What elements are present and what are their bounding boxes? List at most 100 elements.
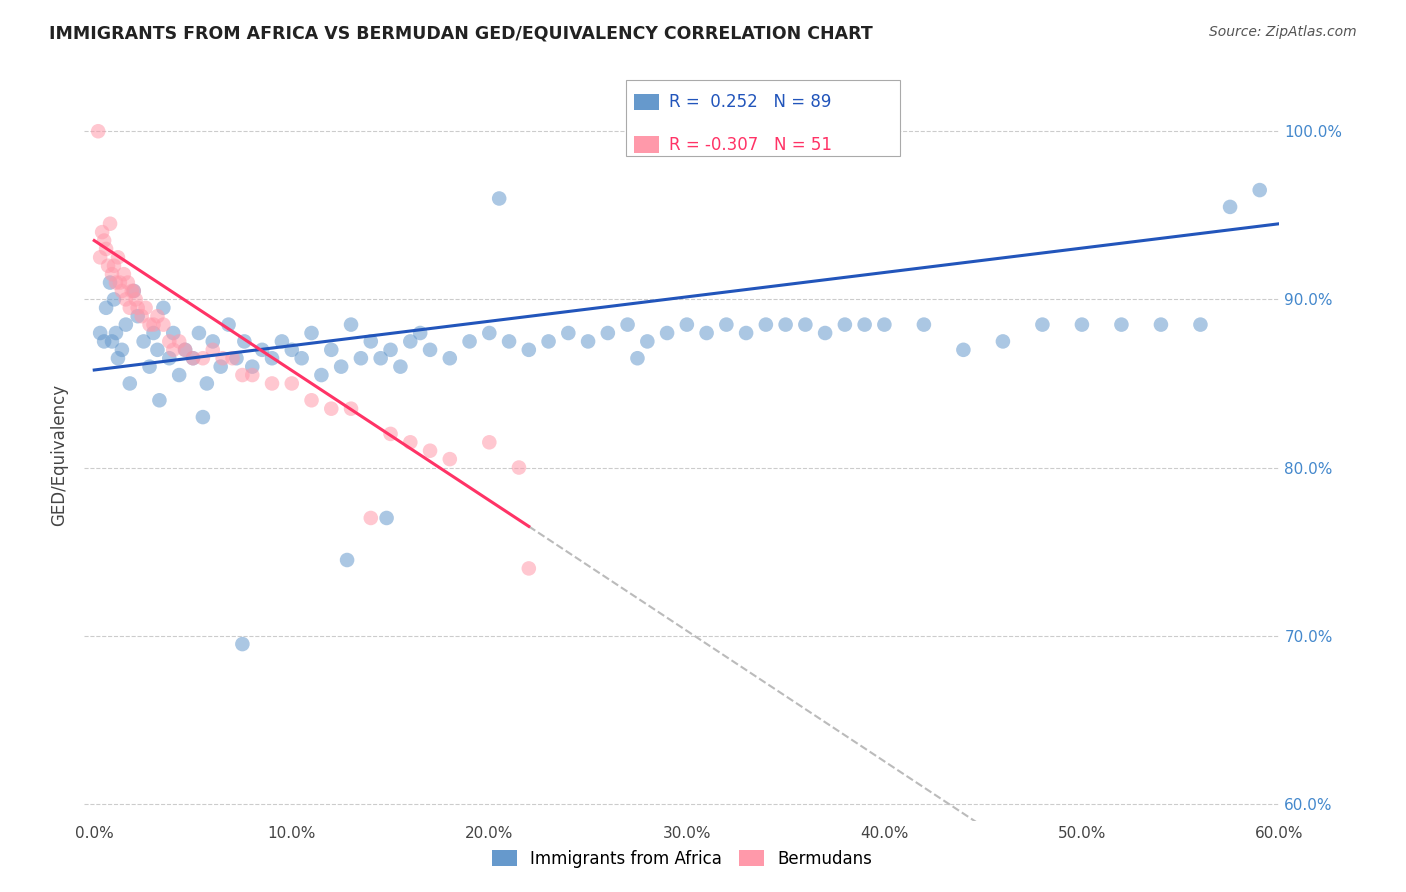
Point <box>174 343 197 357</box>
Point <box>138 359 160 374</box>
Point <box>162 326 184 340</box>
Point <box>1031 318 1053 332</box>
Point <box>146 343 169 357</box>
Point <box>225 351 247 366</box>
Point <box>195 376 218 391</box>
Point <box>167 334 190 349</box>
Point <box>478 435 501 450</box>
Point <box>142 326 165 340</box>
Point <box>360 334 382 349</box>
Point <box>118 301 141 315</box>
Point <box>104 326 127 340</box>
Point <box>104 276 127 290</box>
Point <box>409 326 432 340</box>
Point <box>380 426 402 441</box>
Point <box>360 511 382 525</box>
Point <box>375 511 398 525</box>
Point <box>115 318 138 332</box>
Point <box>146 309 169 323</box>
Point <box>89 326 111 340</box>
Point <box>794 318 817 332</box>
Point <box>97 259 120 273</box>
Point <box>127 301 149 315</box>
Point <box>873 318 896 332</box>
Point <box>117 276 139 290</box>
Point <box>125 293 148 307</box>
Point <box>233 334 256 349</box>
Point <box>240 359 263 374</box>
Point <box>676 318 699 332</box>
Point <box>321 401 343 416</box>
Point <box>152 318 174 332</box>
Point <box>87 124 110 138</box>
Point <box>814 326 837 340</box>
Point <box>107 251 129 265</box>
Point <box>260 351 283 366</box>
Point <box>89 251 111 265</box>
Point <box>101 267 124 281</box>
Point <box>696 326 718 340</box>
Text: Source: ZipAtlas.com: Source: ZipAtlas.com <box>1209 25 1357 39</box>
Point <box>626 351 648 366</box>
Point <box>952 343 974 357</box>
Point <box>93 234 115 248</box>
Point <box>336 553 359 567</box>
Point <box>231 368 253 382</box>
Point <box>1189 318 1212 332</box>
Point <box>111 284 134 298</box>
Point <box>1150 318 1173 332</box>
Point <box>330 359 353 374</box>
Point <box>118 376 141 391</box>
Point <box>458 334 481 349</box>
Point <box>557 326 579 340</box>
Text: IMMIGRANTS FROM AFRICA VS BERMUDAN GED/EQUIVALENCY CORRELATION CHART: IMMIGRANTS FROM AFRICA VS BERMUDAN GED/E… <box>49 25 873 43</box>
Point <box>311 368 333 382</box>
Point <box>1071 318 1094 332</box>
Point <box>301 393 323 408</box>
Point <box>121 284 143 298</box>
Point <box>636 334 658 349</box>
Point <box>498 334 520 349</box>
Point <box>735 326 758 340</box>
Point <box>167 368 190 382</box>
Point <box>596 326 619 340</box>
Point <box>537 334 560 349</box>
Point <box>101 334 124 349</box>
Point <box>517 343 540 357</box>
Point <box>107 351 129 366</box>
Point <box>157 334 180 349</box>
Point <box>399 435 422 450</box>
Point <box>152 301 174 315</box>
Point <box>93 334 115 349</box>
Point <box>132 334 155 349</box>
Point <box>135 301 157 315</box>
Point <box>270 334 292 349</box>
Point <box>98 217 121 231</box>
Point <box>108 276 131 290</box>
Point <box>655 326 678 340</box>
Point <box>181 351 204 366</box>
Point <box>221 351 243 366</box>
Point <box>138 318 160 332</box>
Point <box>112 267 135 281</box>
Point <box>508 460 530 475</box>
Y-axis label: GED/Equivalency: GED/Equivalency <box>51 384 69 526</box>
Point <box>103 259 125 273</box>
Point <box>991 334 1014 349</box>
Point <box>131 309 153 323</box>
Point <box>340 318 363 332</box>
Point <box>201 334 224 349</box>
Point <box>439 452 461 467</box>
Point <box>148 393 170 408</box>
Point <box>340 401 363 416</box>
Point <box>122 284 145 298</box>
Point <box>616 318 638 332</box>
Point <box>389 359 412 374</box>
Point <box>419 443 441 458</box>
Point <box>834 318 856 332</box>
Point <box>419 343 441 357</box>
Point <box>350 351 373 366</box>
Point <box>231 637 253 651</box>
Point <box>94 301 117 315</box>
Point <box>755 318 778 332</box>
